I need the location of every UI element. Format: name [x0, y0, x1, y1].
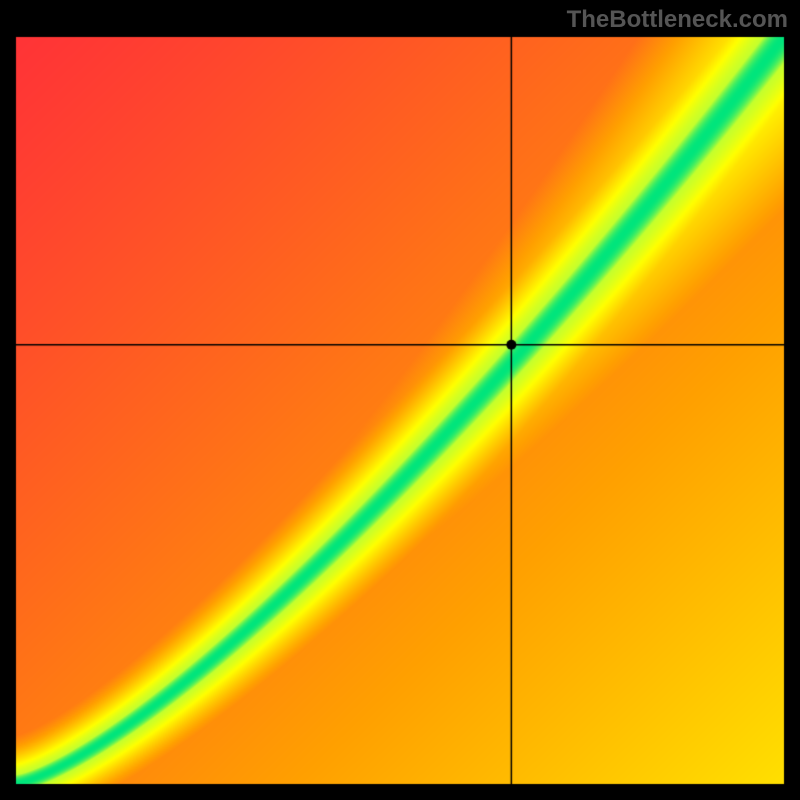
heatmap-canvas [0, 0, 800, 800]
chart-container: TheBottleneck.com [0, 0, 800, 800]
